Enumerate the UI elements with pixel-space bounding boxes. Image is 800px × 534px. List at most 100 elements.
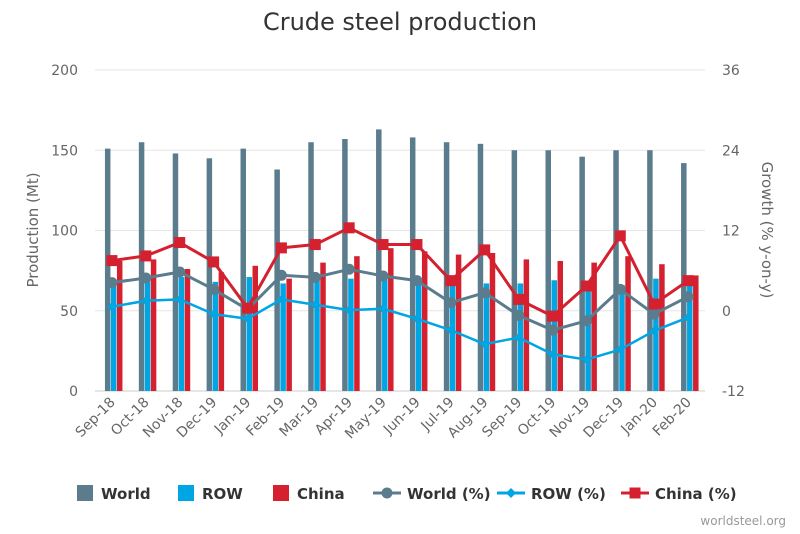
world-growth-point [174, 266, 186, 278]
row-growth-point [378, 304, 388, 314]
credit-text[interactable]: worldsteel.org [700, 514, 786, 528]
china-growth-point [275, 242, 287, 254]
world-bar [104, 148, 111, 391]
world-bar [613, 150, 619, 391]
world-bar [342, 139, 348, 391]
world-growth-point [106, 277, 118, 289]
row-bar [382, 278, 388, 391]
legend-swatch [178, 485, 194, 501]
china-growth-point [343, 222, 355, 234]
legend-swatch [273, 485, 289, 501]
world-growth-point [513, 309, 525, 321]
chart-title: Crude steel production [263, 8, 537, 36]
world-growth-point [614, 283, 626, 295]
legend-item[interactable]: China (%) [621, 485, 737, 503]
row-growth-point [107, 302, 117, 312]
legend-item[interactable]: World (%) [373, 485, 491, 503]
china-growth-point [513, 293, 525, 305]
legend-label: ROW (%) [531, 485, 606, 503]
row-growth-point [276, 294, 286, 304]
row-bar [585, 285, 591, 391]
china-growth-point [140, 250, 152, 262]
world-growth-point [547, 324, 558, 336]
growth-lines [106, 222, 694, 365]
china-growth-point [445, 275, 457, 287]
china-bar [286, 278, 292, 391]
row-bar [110, 280, 117, 391]
left-tick-label: 100 [51, 224, 78, 240]
legend-label: China [297, 485, 345, 503]
grid-lines [95, 69, 705, 392]
china-bar [320, 262, 326, 391]
china-growth-point [242, 302, 253, 314]
china-bar [455, 254, 462, 391]
legend-label: China (%) [655, 485, 737, 503]
row-bar [619, 285, 625, 391]
right-tick-label: 24 [722, 143, 740, 159]
world-growth-point [580, 315, 592, 327]
row-bar [483, 283, 490, 391]
legend-item[interactable]: World [77, 485, 151, 503]
left-axis-title: Production (Mt) [24, 172, 42, 287]
world-bar [545, 150, 551, 391]
world-growth-point [343, 263, 355, 275]
world-bar [240, 148, 246, 391]
world-bar [579, 156, 585, 391]
legend-item[interactable]: ROW [178, 485, 243, 503]
row-bar [144, 280, 151, 391]
right-axis-ticks: -12 0 12 24 36 [722, 63, 745, 400]
world-growth-point [309, 271, 321, 283]
world-bar [376, 129, 382, 391]
legend-item[interactable]: ROW (%) [497, 485, 606, 503]
row-growth-point [141, 296, 151, 306]
legend: World ROW China World (%) ROW (%) China (%) [77, 485, 737, 503]
world-bar [443, 142, 450, 391]
row-growth-point [310, 300, 320, 310]
right-tick-label: 36 [722, 63, 740, 79]
china-bar [693, 275, 699, 391]
legend-marker [506, 488, 516, 498]
legend-item[interactable]: China [273, 485, 345, 503]
legend-label: World [101, 485, 151, 503]
row-bar [246, 277, 252, 391]
china-growth-point [648, 298, 660, 310]
world-bar [308, 142, 314, 391]
right-tick-label: 12 [722, 224, 740, 240]
china-bar [218, 272, 225, 391]
china-bar [354, 256, 360, 391]
row-growth-point [649, 326, 659, 336]
world-growth-point [377, 270, 389, 282]
left-tick-label: 200 [51, 63, 78, 79]
row-bar [348, 278, 354, 391]
world-growth-point [479, 287, 491, 299]
china-bar [388, 248, 394, 391]
world-growth-point [140, 272, 152, 284]
china-growth-point [547, 310, 558, 322]
legend-marker [381, 487, 393, 499]
row-growth-point [209, 309, 219, 319]
row-growth-point [412, 314, 422, 324]
world-bar [138, 142, 145, 391]
world-growth-point [208, 283, 220, 295]
china-growth-point [580, 280, 592, 292]
china-growth-point [411, 239, 423, 251]
china-bar [252, 265, 258, 391]
world-bar [409, 137, 416, 391]
china-growth-point [377, 239, 389, 251]
row-growth-point [548, 349, 557, 359]
china-bar [591, 262, 597, 391]
row-bar [212, 281, 219, 391]
x-tick-label: Jun-19 [380, 395, 424, 439]
world-growth-point [411, 275, 423, 287]
right-axis-title: Growth (% y-on-y) [758, 162, 776, 299]
world-bar [647, 150, 653, 391]
columns [104, 129, 699, 391]
x-tick-label: Sep-18 [73, 395, 119, 441]
china-growth-point [208, 256, 220, 268]
series-line [111, 298, 689, 361]
china-bar [150, 259, 157, 391]
row-bar [314, 275, 320, 391]
row-growth-point [581, 355, 591, 365]
row-growth-point [480, 339, 490, 349]
world-bar [206, 158, 213, 391]
